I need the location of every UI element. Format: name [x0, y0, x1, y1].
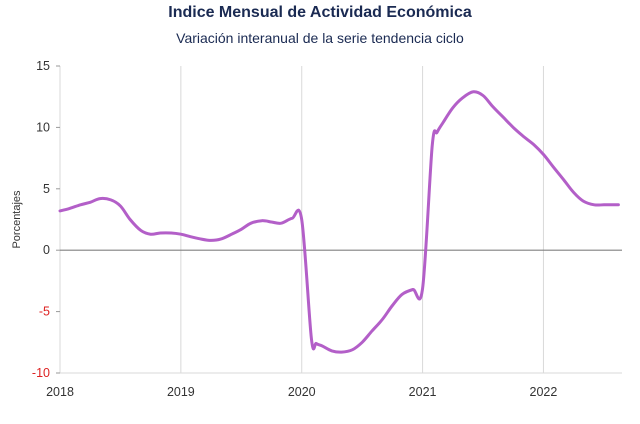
- series-group: [58, 90, 620, 354]
- y-axis-label: Porcentajes: [11, 190, 23, 249]
- x-tick-label: 2018: [46, 385, 74, 399]
- gridlines: [59, 66, 622, 374]
- y-tick-label: 15: [36, 59, 50, 73]
- y-tick-label: 5: [43, 182, 50, 196]
- x-axis-ticks: 2018 2019 2020 2021 2022: [46, 385, 557, 399]
- y-tick-label: -5: [39, 305, 50, 319]
- x-tick-label: 2022: [530, 385, 558, 399]
- y-axis-ticks: 15 10 5 0 -5 -10: [32, 59, 60, 380]
- x-tick-label: 2020: [288, 385, 316, 399]
- y-tick-label: -10: [32, 366, 50, 380]
- y-tick-label: 10: [36, 120, 50, 134]
- x-tick-label: 2019: [167, 385, 195, 399]
- y-tick-label: 0: [43, 243, 50, 257]
- series-line: [58, 90, 620, 354]
- x-tick-label: 2021: [409, 385, 437, 399]
- chart-title: Indice Mensual de Actividad Económica: [168, 4, 472, 21]
- chart-subtitle: Variación interanual de la serie tendenc…: [176, 30, 464, 46]
